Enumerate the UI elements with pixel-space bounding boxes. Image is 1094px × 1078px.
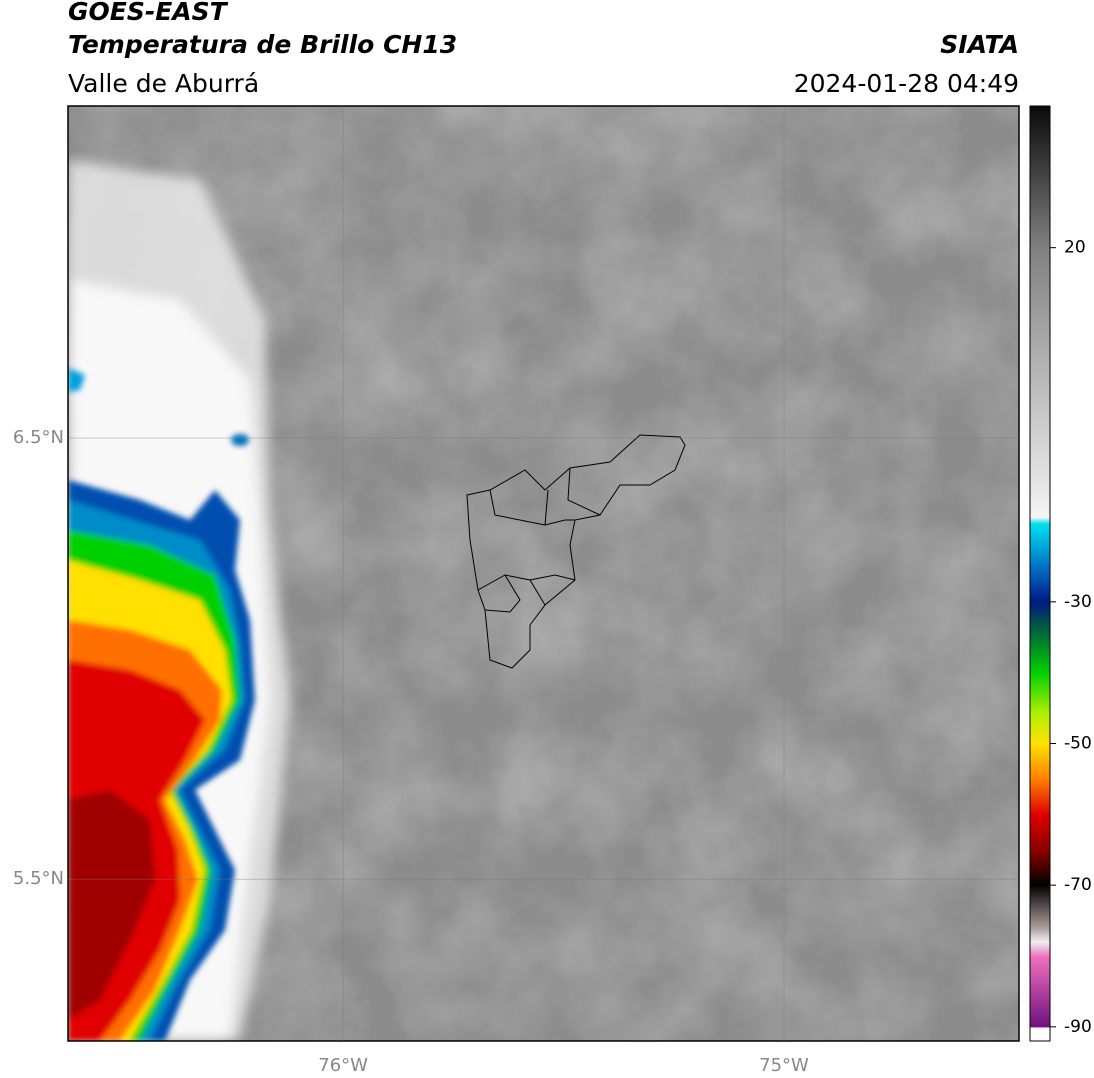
lon-label: 75°W [759,1055,809,1076]
colorbar-tick-label: -90 [1064,1017,1092,1037]
colorbar-tick-label: -50 [1064,734,1092,754]
colorbar-tick-label: 20 [1064,238,1086,258]
lon-label: 76°W [318,1055,368,1076]
source: SIATA [940,30,1019,59]
colorbar [1029,105,1051,1042]
lat-label: 5.5°N [13,868,64,889]
region: Valle de Aburrá [68,69,259,98]
subtitle: Temperatura de Brillo CH13 [68,30,457,59]
datetime: 2024-01-28 04:49 [794,69,1019,98]
map-frame [67,105,1020,1042]
lat-label: 6.5°N [13,427,64,448]
title: GOES-EAST [68,0,229,26]
municipal-boundaries [466,434,686,669]
colorbar-tick-label: -30 [1064,592,1092,612]
satellite-image [68,106,1019,1041]
colorbar-tick-label: -70 [1064,875,1092,895]
